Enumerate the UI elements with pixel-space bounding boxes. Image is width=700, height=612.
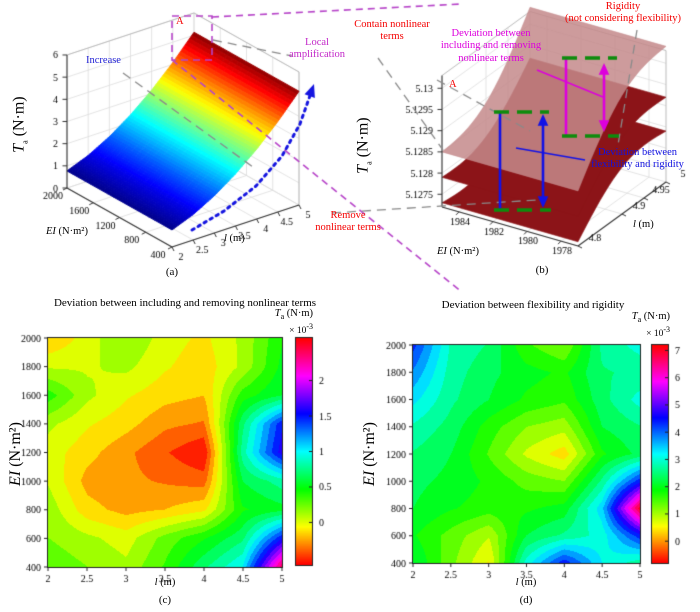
- figure: Ta (N·m) EI (N·m²) l (m) Increase Local …: [0, 0, 700, 612]
- figure-canvas: [0, 0, 700, 612]
